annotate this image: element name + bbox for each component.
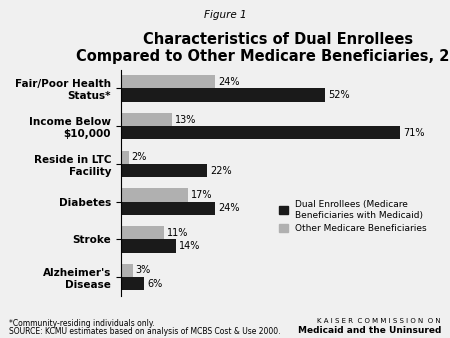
Bar [121, 239, 176, 252]
Bar [121, 126, 400, 139]
Text: Medicaid and the Uninsured: Medicaid and the Uninsured [297, 325, 441, 335]
Bar [121, 277, 144, 290]
Bar [121, 226, 164, 239]
Text: 3%: 3% [135, 265, 151, 275]
Text: SOURCE: KCMU estimates based on analysis of MCBS Cost & Use 2000.: SOURCE: KCMU estimates based on analysis… [9, 327, 280, 336]
Title: Characteristics of Dual Enrollees
Compared to Other Medicare Beneficiaries, 2000: Characteristics of Dual Enrollees Compar… [76, 32, 450, 64]
Text: 24%: 24% [218, 77, 240, 87]
Bar [121, 113, 172, 126]
Bar [121, 189, 188, 202]
Bar [121, 202, 215, 215]
Text: 2%: 2% [132, 152, 147, 162]
Bar [121, 264, 132, 277]
Text: 13%: 13% [175, 115, 196, 125]
Legend: Dual Enrollees (Medicare
Beneficiaries with Medicaid), Other Medicare Beneficiar: Dual Enrollees (Medicare Beneficiaries w… [275, 197, 431, 237]
Text: 17%: 17% [191, 190, 212, 200]
Bar [121, 89, 325, 102]
Bar [121, 164, 207, 177]
Text: Figure 1: Figure 1 [204, 10, 246, 20]
Text: K A I S E R  C O M M I S S I O N  O N: K A I S E R C O M M I S S I O N O N [317, 318, 441, 324]
Bar [121, 151, 129, 164]
Text: 22%: 22% [210, 166, 232, 175]
Text: 71%: 71% [403, 128, 424, 138]
Text: 14%: 14% [179, 241, 200, 251]
Text: 52%: 52% [328, 90, 350, 100]
Text: 6%: 6% [148, 279, 163, 289]
Bar [121, 75, 215, 89]
Text: 11%: 11% [167, 228, 189, 238]
Text: 24%: 24% [218, 203, 240, 213]
Text: *Community-residing individuals only.: *Community-residing individuals only. [9, 319, 155, 328]
